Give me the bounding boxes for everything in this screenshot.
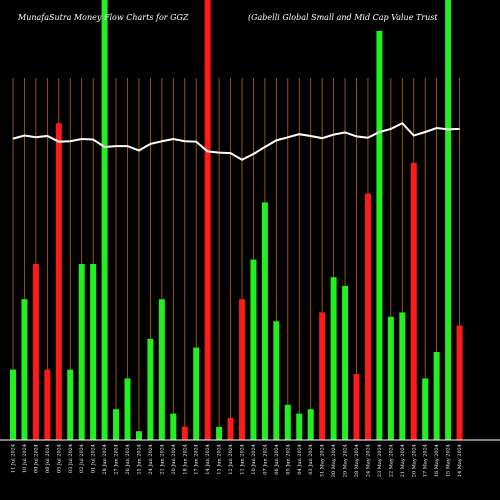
- x-tick-label: 25 Jun 2024: [136, 444, 142, 475]
- bar-39: [445, 0, 452, 440]
- bar-35: [399, 312, 406, 440]
- x-tick-label: 09 Jul 2024: [33, 444, 39, 473]
- bar-27: [307, 409, 314, 440]
- bar-20: [227, 418, 234, 440]
- bar-25: [284, 404, 291, 440]
- bar-8: [90, 264, 97, 440]
- bar-6: [67, 369, 74, 440]
- x-tick-label: 03 Jun 2024: [308, 444, 314, 475]
- bar-38: [433, 352, 440, 440]
- bar-31: [353, 374, 360, 440]
- x-tick-label: 05 Jun 2024: [285, 444, 291, 475]
- x-tick-label: 11 Jul 2024: [11, 444, 17, 473]
- x-tick-label: 04 Jun 2024: [297, 444, 303, 475]
- bar-28: [319, 312, 326, 440]
- x-tick-label: 12 Jun 2024: [228, 444, 234, 475]
- x-tick-label: 17 Jun 2024: [194, 444, 200, 475]
- bar-22: [250, 259, 257, 440]
- bar-13: [147, 338, 154, 440]
- bar-40: [456, 325, 463, 440]
- x-tick-label: 11 Jun 2024: [240, 444, 246, 475]
- bar-26: [296, 413, 303, 440]
- x-tick-label: 02 Jul 2024: [79, 444, 85, 473]
- bar-10: [113, 409, 120, 440]
- x-tick-label: 28 May 2024: [354, 444, 360, 477]
- x-tick-label: 18 Jun 2024: [182, 444, 188, 475]
- bar-16: [181, 426, 188, 440]
- bar-29: [330, 277, 337, 440]
- x-tick-label: 22 May 2024: [388, 444, 394, 477]
- bar-21: [239, 299, 245, 440]
- bar-2: [21, 299, 28, 440]
- x-tick-label: 20 May 2024: [411, 444, 417, 477]
- bar-3: [32, 264, 39, 440]
- bar-37: [422, 378, 429, 440]
- x-tick-label: 17 May 2024: [423, 444, 429, 477]
- bar-4: [44, 369, 51, 440]
- bar-34: [387, 316, 394, 440]
- bar-1: [10, 369, 16, 440]
- chart-title-left: MunafaSutra Money Flow Charts for GGZ: [17, 13, 189, 22]
- x-tick-label: 01 Jul 2024: [91, 444, 97, 473]
- x-tick-label: 10 Jul 2024: [22, 444, 28, 473]
- x-tick-label: 15 May 2024: [446, 444, 452, 477]
- money-flow-bars: [10, 0, 463, 441]
- bar-9: [101, 0, 108, 440]
- bar-5: [55, 123, 62, 440]
- x-tick-label: 14 May 2024: [457, 444, 463, 477]
- x-tick-label: 28 Jun 2024: [102, 444, 108, 475]
- x-tick-label: 29 May 2024: [343, 444, 349, 477]
- bar-18: [204, 0, 211, 440]
- x-tick-label: 24 Jun 2024: [148, 444, 154, 475]
- x-tick-label: 07 Jun 2024: [262, 444, 268, 475]
- bar-17: [193, 347, 200, 440]
- trend-line: [12, 121, 460, 161]
- bar-7: [78, 264, 85, 440]
- bar-15: [170, 413, 177, 440]
- x-tick-label: 06 Jun 2024: [274, 444, 280, 475]
- bar-19: [216, 426, 223, 440]
- x-axis-labels: 11 Jul 2024 10 Jul 2024 09 Jul 2024 08 Jul …: [11, 444, 464, 477]
- bar-33: [376, 30, 383, 441]
- bar-24: [273, 321, 280, 440]
- x-tick-label: 16 May 2024: [434, 444, 440, 477]
- bar-32: [364, 193, 371, 440]
- x-tick-label: 31 May 2024: [320, 444, 326, 477]
- x-tick-label: 27 Jun 2024: [114, 444, 120, 475]
- bar-12: [135, 431, 142, 440]
- bar-36: [410, 162, 417, 441]
- x-tick-label: 10 Jun 2024: [251, 444, 257, 475]
- x-tick-label: 26 Jun 2024: [125, 444, 131, 475]
- x-tick-label: 13 Jun 2024: [217, 444, 223, 475]
- x-tick-label: 20 Jun 2024: [171, 444, 177, 475]
- bar-30: [342, 286, 349, 440]
- bar-14: [158, 299, 165, 440]
- x-tick-label: 21 May 2024: [400, 444, 406, 477]
- chart-title-right: (Gabelli Global Small and Mid Cap Value …: [248, 13, 438, 22]
- x-tick-label: 05 Jul 2024: [56, 444, 62, 473]
- x-tick-label: 23 May 2024: [377, 444, 383, 477]
- x-tick-label: 21 Jun 2024: [159, 444, 165, 475]
- x-tick-label: 03 Jul 2024: [68, 444, 74, 473]
- x-tick-label: 30 May 2024: [331, 444, 337, 477]
- x-tick-label: 14 Jun 2024: [205, 444, 211, 475]
- bar-11: [124, 378, 131, 440]
- x-tick-label: 08 Jul 2024: [45, 444, 51, 473]
- bar-23: [261, 202, 268, 440]
- x-tick-label: 24 May 2024: [365, 444, 371, 477]
